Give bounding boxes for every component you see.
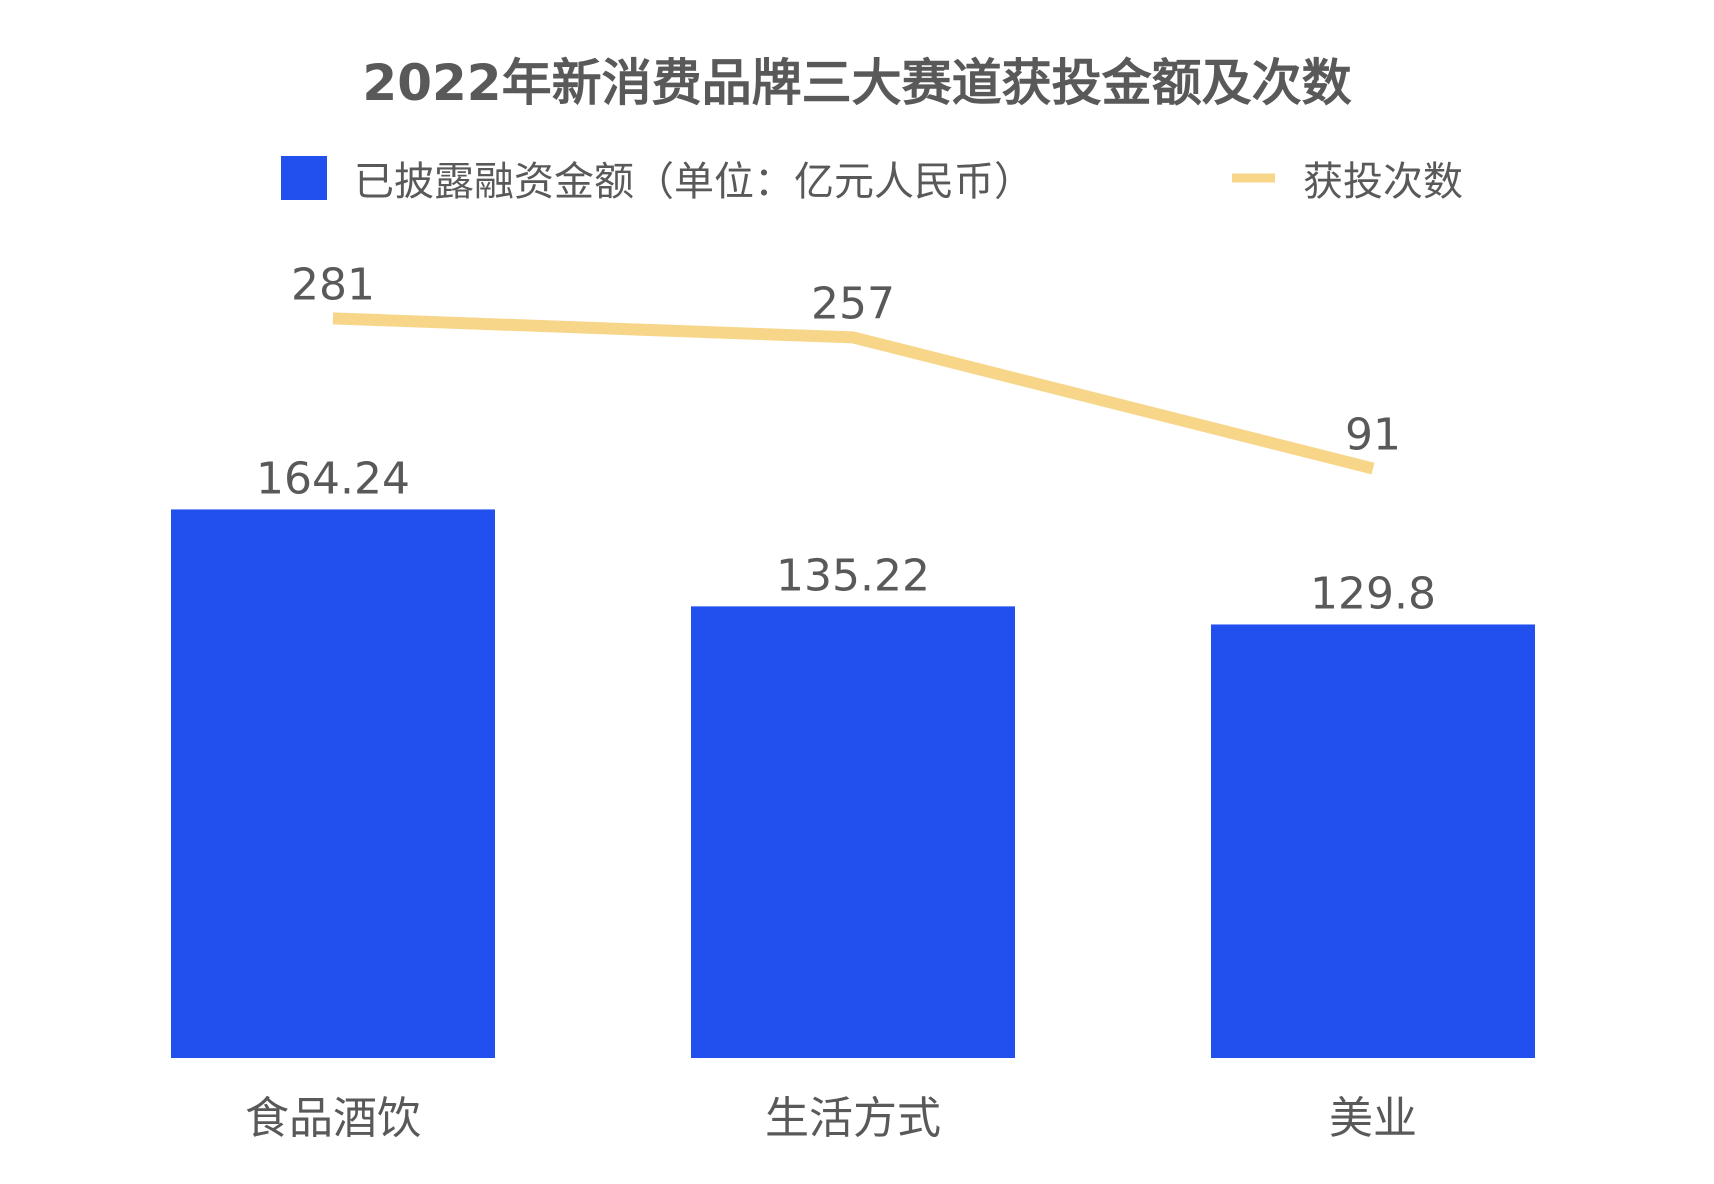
bar-2: [691, 606, 1015, 1058]
line-value-label-2: 257: [811, 278, 895, 329]
bar-3: [1211, 624, 1535, 1058]
legend-item-bar: 已披露融资金额（单位：亿元人民币）: [281, 156, 1034, 205]
bar-value-labels: 164.24 135.22 129.8: [256, 453, 1436, 619]
legend-item-line: 获投次数: [1232, 159, 1463, 205]
bar-1: [171, 509, 495, 1059]
line-value-labels: 281 257 91: [291, 259, 1401, 460]
legend-label-bar: 已披露融资金额（单位：亿元人民币）: [354, 159, 1034, 205]
legend-label-line: 获投次数: [1303, 159, 1463, 205]
line-value-label-1: 281: [291, 259, 375, 310]
line-series-path: [332, 312, 1375, 475]
x-axis-labels: 食品酒饮 生活方式 美业: [245, 1093, 1417, 1144]
bar-value-label-2: 135.22: [776, 550, 930, 601]
chart-title: 2022年新消费品牌三大赛道获投金额及次数: [362, 54, 1351, 112]
x-axis-label-1: 食品酒饮: [245, 1093, 421, 1144]
bar-value-label-3: 129.8: [1310, 568, 1436, 619]
bar-value-label-1: 164.24: [256, 453, 410, 504]
x-axis-label-2: 生活方式: [765, 1093, 941, 1144]
legend-swatch-bar: [281, 156, 327, 200]
x-axis-label-3: 美业: [1329, 1093, 1417, 1144]
bar-series: [171, 509, 1535, 1059]
legend: 已披露融资金额（单位：亿元人民币） 获投次数: [281, 156, 1463, 205]
line-value-label-3: 91: [1345, 410, 1401, 461]
